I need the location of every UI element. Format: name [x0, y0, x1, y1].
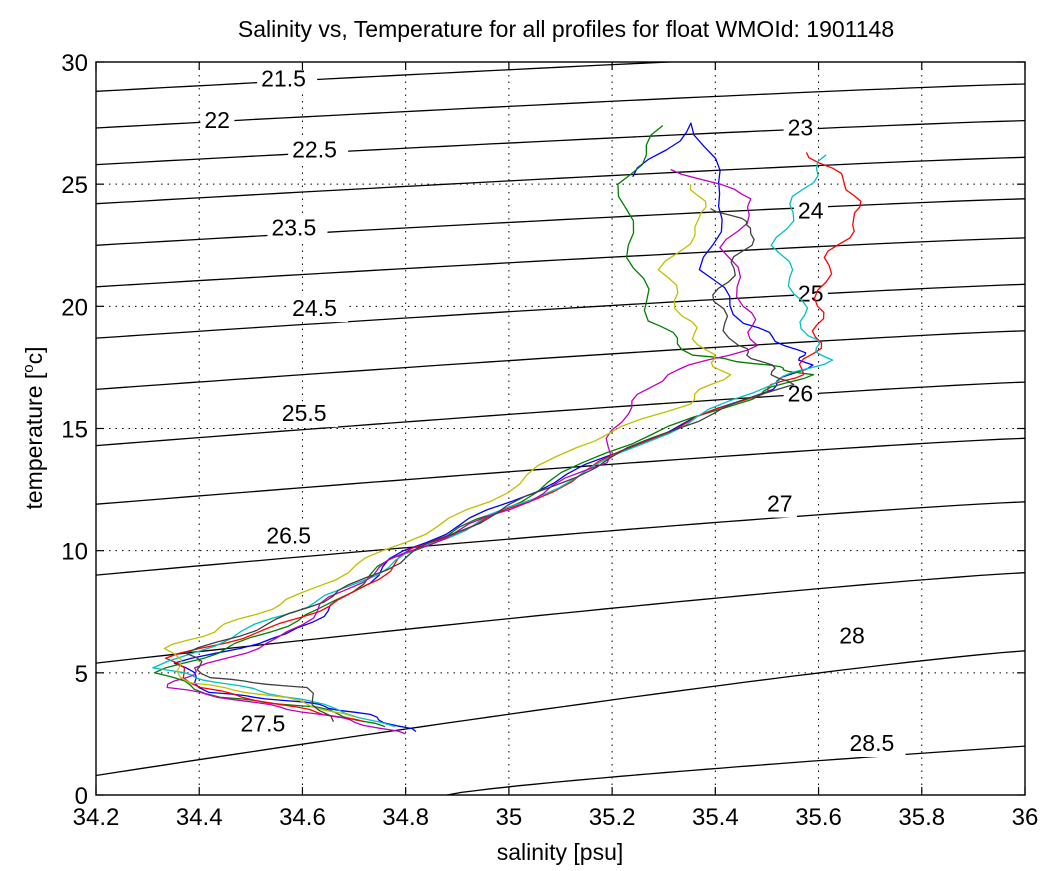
isopycnal-label-bg: [288, 137, 349, 164]
isopycnal-label-bg: [257, 66, 318, 93]
isopycnal-26: [96, 437, 1025, 505]
isopycnal-label-bg: [200, 107, 235, 134]
profile-line: [153, 124, 815, 728]
isopycnal-21.5: [96, 62, 682, 92]
isopycnal-label-24: 24: [798, 197, 824, 223]
x-tick-label: 34.6: [279, 804, 326, 831]
y-axis-label-degree: o: [20, 364, 37, 372]
x-tick-label: 36: [1012, 804, 1039, 831]
isopycnal-24.5: [96, 283, 1025, 339]
isopycnal-label-bg: [793, 198, 828, 225]
isopycnal-27.5: [96, 650, 1025, 777]
isopycnal-label-28.5: 28.5: [850, 730, 895, 756]
y-tick-label: 30: [61, 50, 88, 77]
isopycnal-label-bg: [783, 115, 818, 142]
isopycnal-label-23: 23: [788, 114, 814, 140]
isopycnal-22.5: [96, 119, 1025, 166]
isopycnal-23.5: [96, 198, 1025, 246]
isopycnal-label-24.5: 24.5: [292, 295, 337, 321]
x-axis-label: salinity [psu]: [497, 839, 624, 865]
y-axis-label: temperature [oc]: [20, 346, 47, 509]
y-axis-label-unit: c]: [21, 346, 47, 364]
x-tick-label: 35.2: [589, 804, 636, 831]
profile-line: [163, 184, 732, 718]
isopycnal-label-28: 28: [839, 623, 865, 649]
isopycnal-25.5: [96, 381, 1025, 447]
isopycnal-23: [96, 156, 1025, 205]
isopycnal-24: [96, 237, 1025, 288]
axis-ticks: 34.2 34.4 34.6 34.8 35 35.2 35.4 35.6 35.8 36 0 5 10…: [61, 50, 1038, 831]
x-tick-label: 34.8: [382, 804, 429, 831]
isopycnal-label-27.5: 27.5: [241, 710, 286, 736]
isopycnal-label-bg: [762, 491, 797, 518]
y-axis-label-main: temperature [: [21, 372, 47, 509]
isopycnal-label-bg: [845, 731, 906, 758]
profile-line: [164, 152, 862, 723]
profile-line: [166, 168, 759, 735]
isopycnal-label-25: 25: [798, 280, 824, 306]
isopycnal-label-22.5: 22.5: [292, 136, 337, 162]
chart-title: Salinity vs, Temperature for all profile…: [238, 16, 894, 42]
y-tick-label: 20: [61, 294, 88, 321]
isopycnal-labels: 21.52222.52323.52424.52525.52626.52727.5…: [200, 65, 906, 758]
grid: [96, 62, 1025, 795]
isopycnal-label-27: 27: [767, 491, 793, 517]
x-tick-label: 35.4: [692, 804, 739, 831]
y-tick-label: 10: [61, 539, 88, 566]
isopycnal-label-23.5: 23.5: [271, 214, 316, 240]
isopycnal-label-bg: [835, 623, 870, 650]
y-tick-label: 5: [75, 661, 88, 688]
isopycnal-label-bg: [236, 711, 297, 738]
x-tick-label: 35.8: [898, 804, 945, 831]
y-tick-label: 0: [75, 783, 88, 810]
isopycnal-26.5: [96, 501, 1025, 576]
isopycnal-label-bg: [262, 523, 323, 550]
profile-line: [185, 208, 795, 722]
x-tick-label: 34.4: [176, 804, 223, 831]
y-tick-label: 25: [61, 172, 88, 199]
isopycnal-28: [446, 745, 1025, 795]
x-tick-label: 34.2: [73, 804, 120, 831]
x-tick-label: 35: [496, 804, 523, 831]
isopycnal-label-22: 22: [204, 107, 230, 133]
isopycnal-22: [96, 83, 1025, 129]
x-tick-label: 35.6: [795, 804, 842, 831]
isopycnal-label-21.5: 21.5: [261, 65, 306, 91]
profile-line: [173, 122, 814, 733]
isopycnal-label-bg: [288, 296, 349, 323]
y-tick-label: 15: [61, 417, 88, 444]
isopycnal-label-bg: [267, 215, 328, 242]
isopycnal-label-26.5: 26.5: [266, 522, 311, 548]
isopycnal-lines: [96, 62, 1025, 795]
profile-series: [152, 122, 862, 735]
isopycnal-25: [96, 330, 1025, 391]
isopycnal-label-25.5: 25.5: [282, 400, 327, 426]
isopycnal-label-bg: [277, 401, 338, 428]
